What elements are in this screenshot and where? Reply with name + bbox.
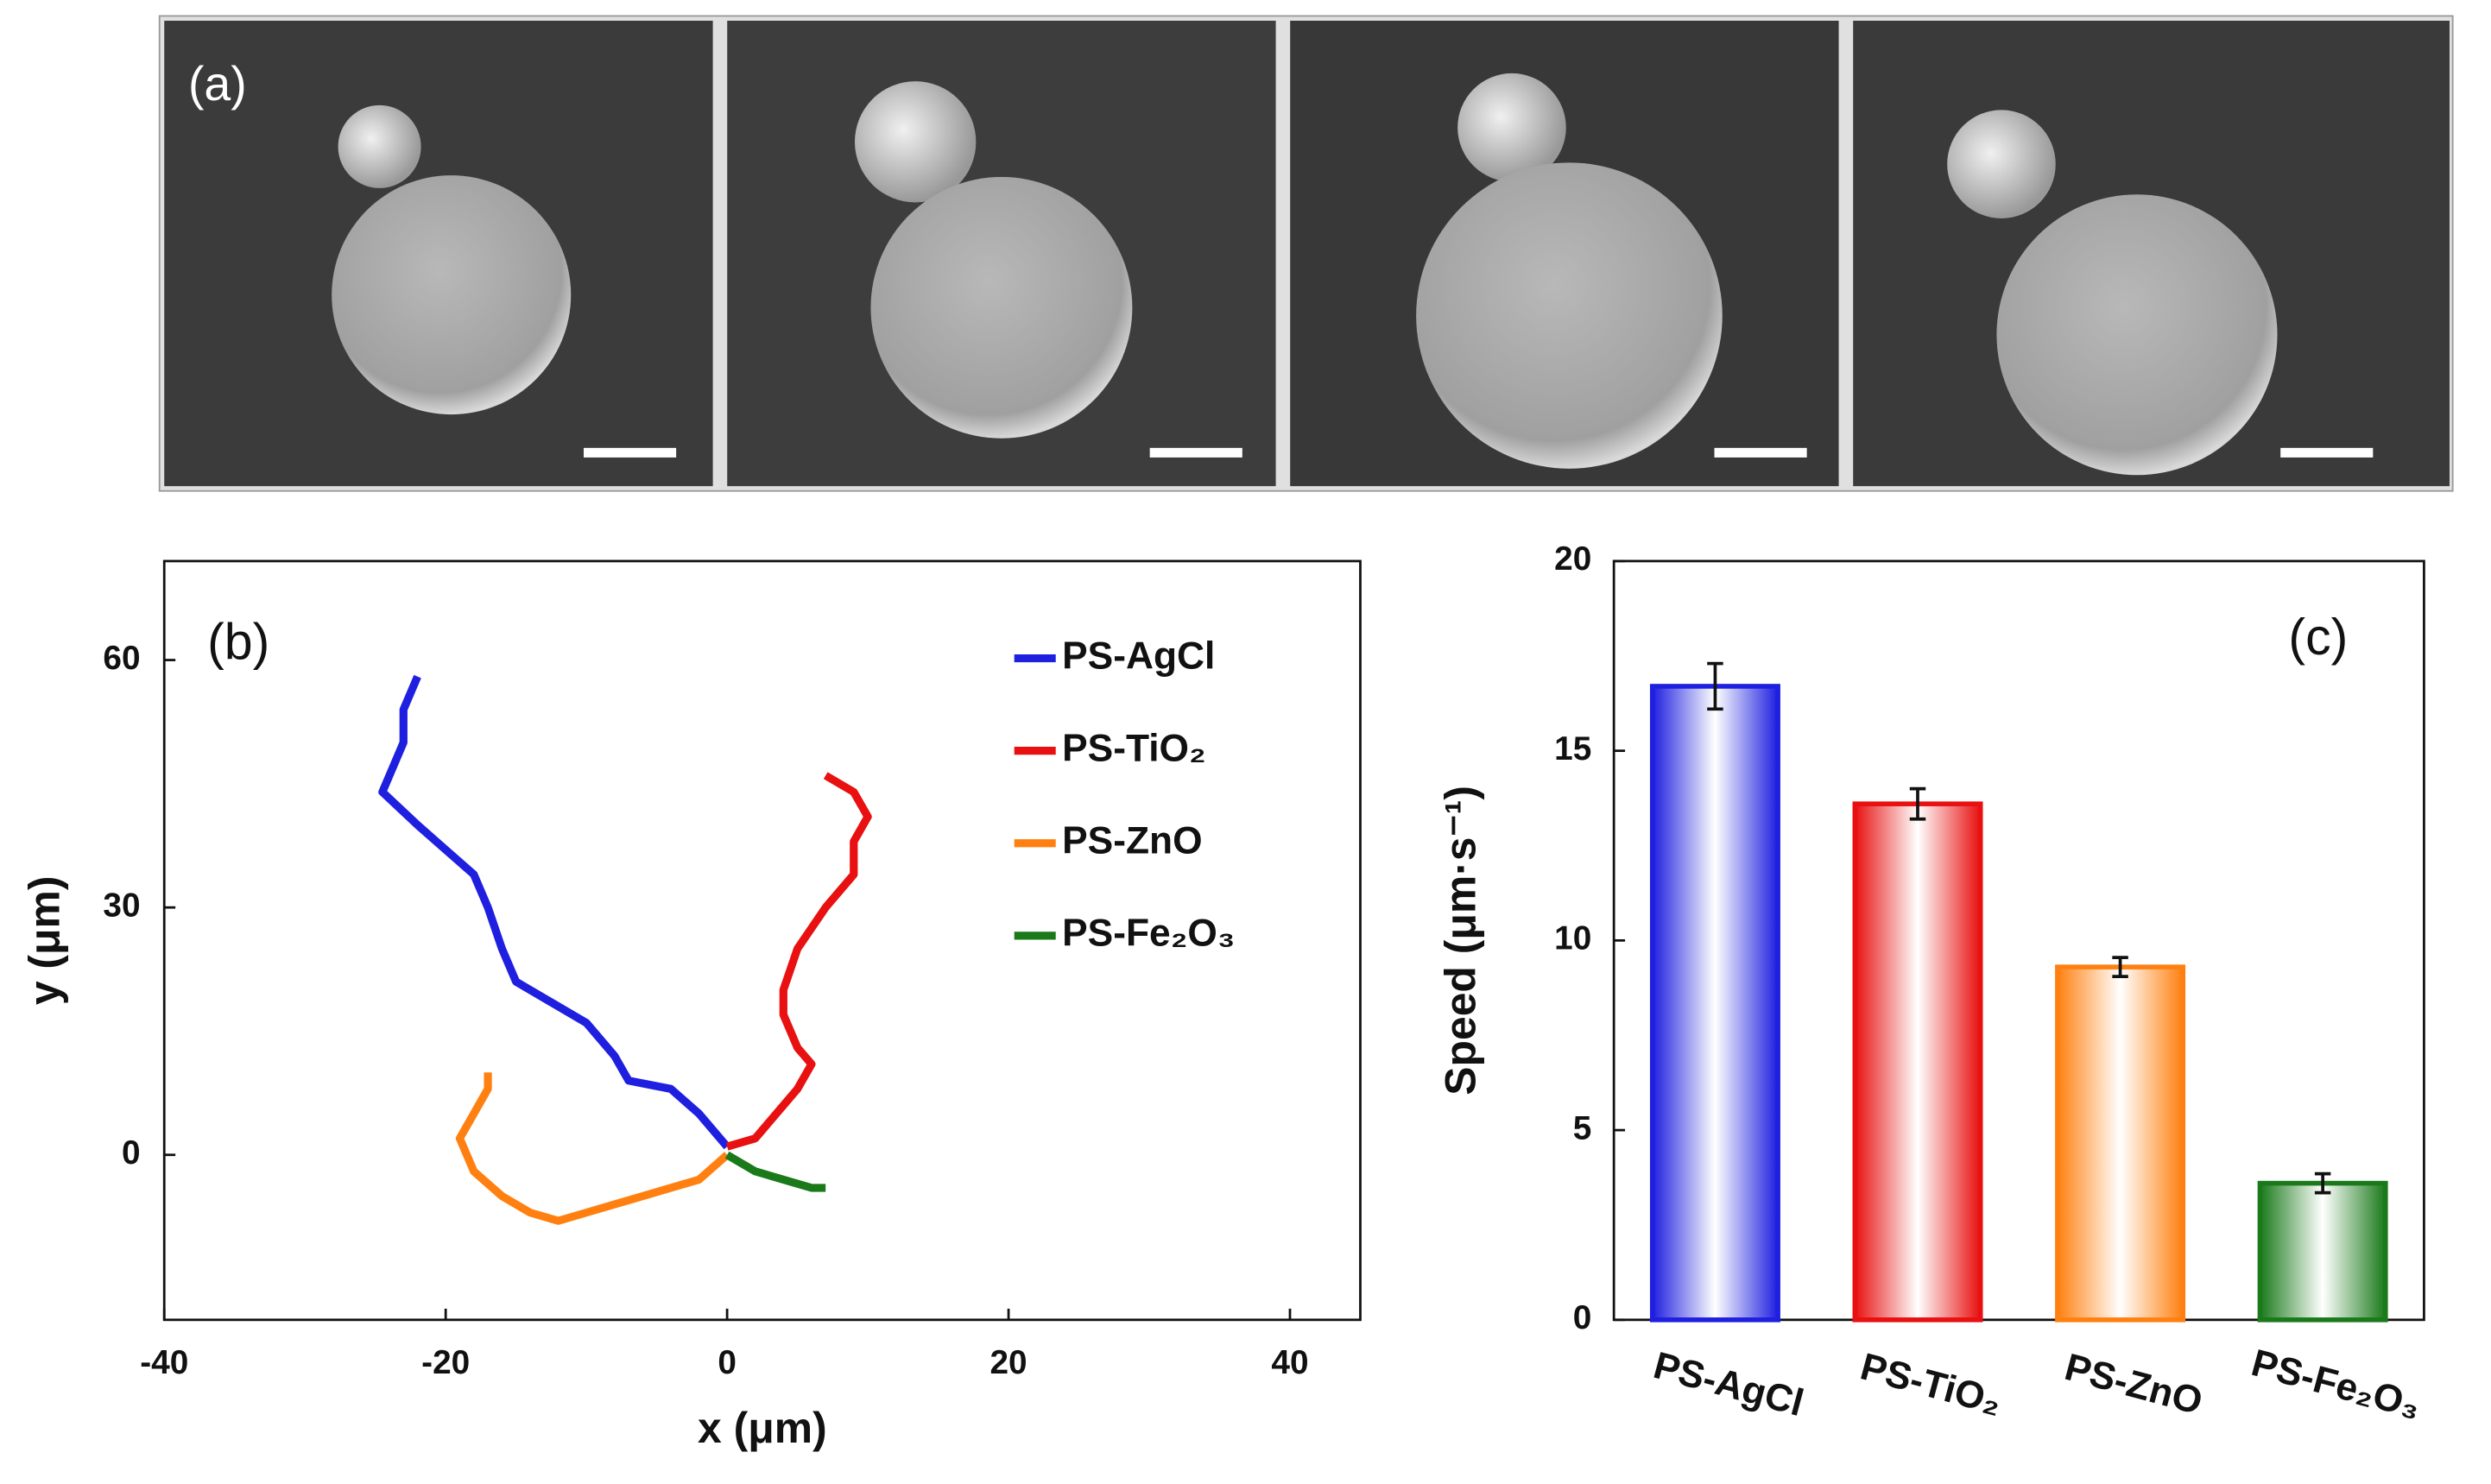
legend-label: PS-ZnO bbox=[1062, 819, 1203, 862]
particle-cap bbox=[854, 81, 977, 203]
scale-bar bbox=[1149, 447, 1242, 458]
particle-cap bbox=[1457, 73, 1566, 182]
scale-bar bbox=[2280, 447, 2374, 458]
y-tick-label: 5 bbox=[1573, 1109, 1592, 1146]
x-tick-label: -40 bbox=[140, 1344, 188, 1381]
scale-bar bbox=[583, 447, 677, 458]
bar bbox=[1649, 684, 1780, 1323]
particle-sphere bbox=[870, 176, 1133, 439]
particle-cap bbox=[1947, 110, 2056, 218]
error-bar bbox=[1707, 661, 1723, 711]
panel-label: (c) bbox=[2288, 609, 2348, 666]
legend-label: PS-TiO₂ bbox=[1062, 727, 1206, 769]
x-tick-label: 0 bbox=[718, 1344, 737, 1381]
bar bbox=[2055, 964, 2186, 1323]
particle-sphere bbox=[1416, 162, 1723, 469]
particle-sphere bbox=[332, 175, 572, 415]
legend-label: PS-Fe₂O₃ bbox=[1062, 913, 1235, 955]
panel-label: (a) bbox=[188, 57, 247, 111]
panel-label: (b) bbox=[207, 613, 269, 670]
x-tick-label: PS-ZnO bbox=[2060, 1346, 2207, 1423]
y-tick-label: 30 bbox=[103, 887, 140, 924]
trajectory bbox=[725, 772, 872, 1151]
y-tick-label: 10 bbox=[1554, 920, 1591, 957]
x-tick-label: 20 bbox=[989, 1344, 1027, 1381]
x-tick-label: PS-Fe₂O₃ bbox=[2248, 1342, 2425, 1427]
y-tick-label: 60 bbox=[103, 640, 140, 677]
trajectory bbox=[724, 1151, 826, 1192]
x-tick-label: -20 bbox=[421, 1344, 470, 1381]
panel-a: (a) bbox=[158, 15, 2454, 492]
trajectory bbox=[378, 674, 730, 1150]
y-tick-label: 0 bbox=[1573, 1299, 1592, 1336]
y-tick-label: 20 bbox=[1554, 540, 1591, 578]
bar bbox=[1852, 801, 1983, 1323]
particle-sphere bbox=[1996, 194, 2278, 476]
plot-frame bbox=[162, 559, 1362, 1322]
scale-bar bbox=[1714, 447, 1807, 458]
x-tick-label: PS-AgCl bbox=[1649, 1344, 1808, 1424]
x-tick-label: PS-TiO₂ bbox=[1856, 1345, 2007, 1423]
error-bar bbox=[2314, 1171, 2331, 1195]
error-bar bbox=[1909, 786, 1926, 821]
particle-cap bbox=[338, 104, 421, 188]
x-tick-label: 40 bbox=[1271, 1344, 1308, 1381]
legend-label: PS-AgCl bbox=[1062, 635, 1215, 677]
x-axis-label: x (μm) bbox=[698, 1404, 827, 1452]
y-axis-label: Speed (μm·s⁻¹) bbox=[1437, 786, 1485, 1096]
error-bar bbox=[2112, 956, 2128, 978]
y-tick-label: 15 bbox=[1554, 730, 1591, 767]
bar bbox=[2257, 1180, 2388, 1323]
y-tick-label: 0 bbox=[122, 1134, 141, 1171]
y-axis-label: y (μm) bbox=[21, 876, 69, 1006]
trajectory bbox=[455, 1072, 730, 1225]
